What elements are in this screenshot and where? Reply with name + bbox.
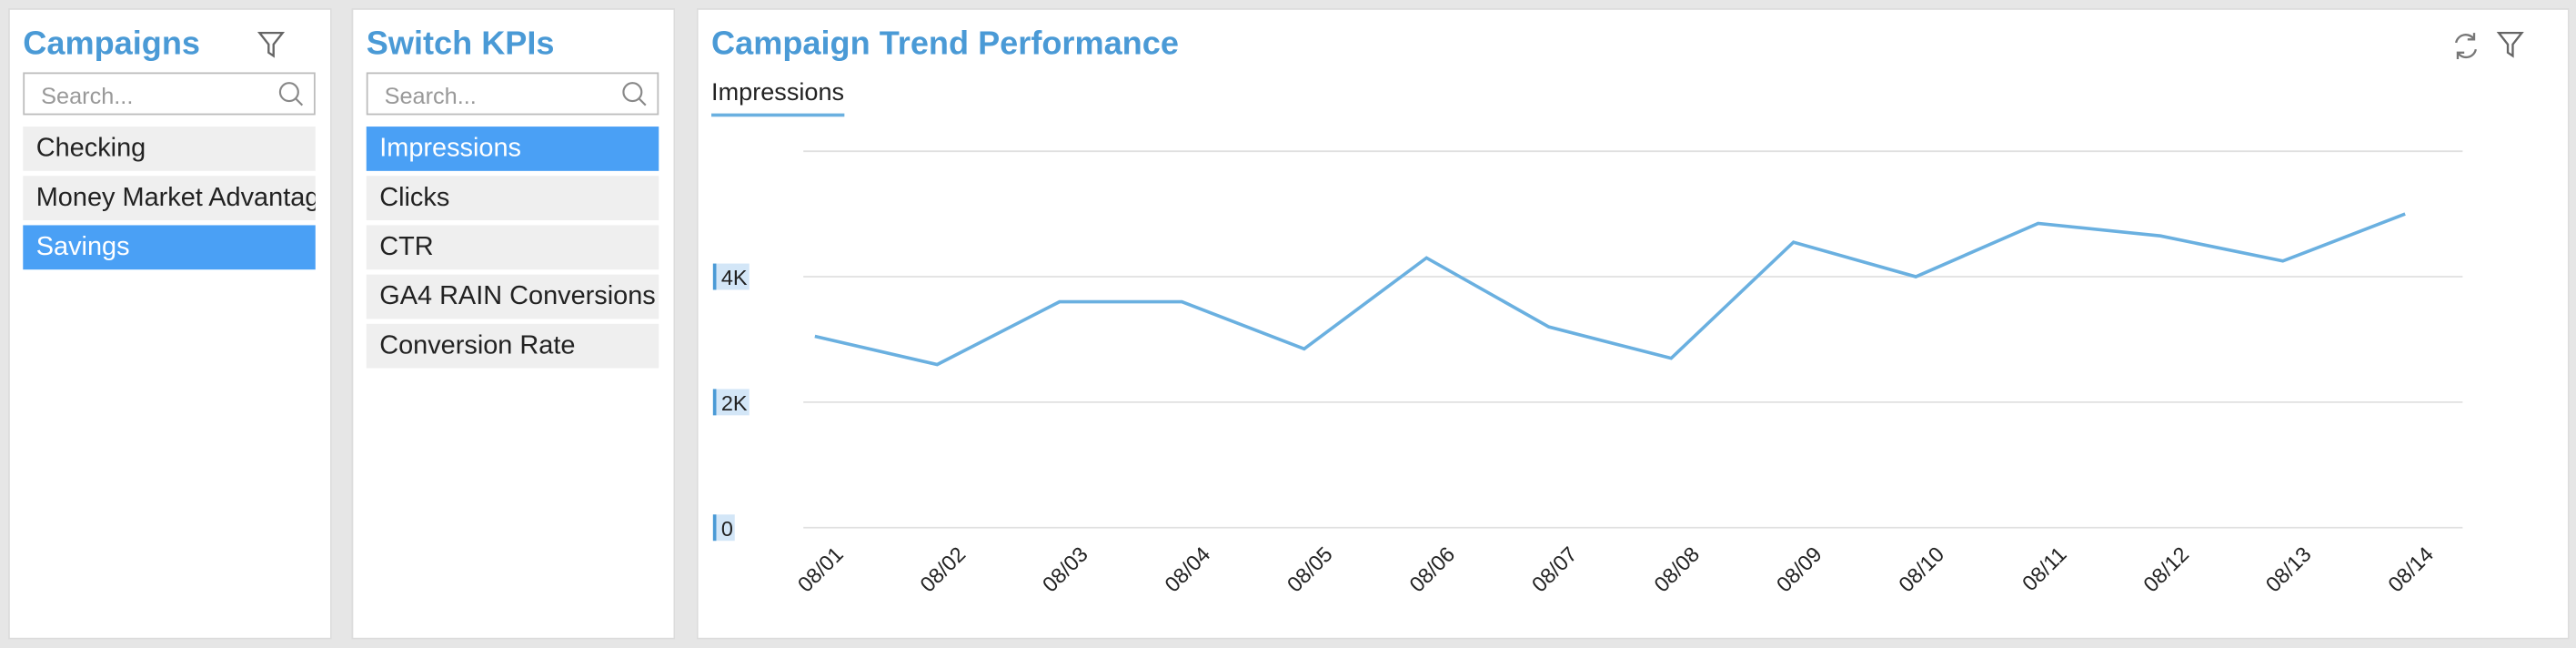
y-tick-label: 2K xyxy=(721,391,748,415)
x-tick-label: 08/03 xyxy=(1038,542,1092,597)
y-tick-label-bg xyxy=(712,514,735,542)
x-tick-label: 08/14 xyxy=(2383,542,2438,597)
x-tick-label: 08/08 xyxy=(1649,542,1704,597)
campaigns-panel: Campaigns Search... Checking Money Market… xyxy=(8,8,332,640)
x-tick-label: 08/02 xyxy=(915,542,970,597)
campaign-item[interactable]: Savings xyxy=(23,225,316,270)
kpi-item[interactable]: Impressions xyxy=(366,127,659,171)
kpi-item[interactable]: Conversion Rate xyxy=(366,323,659,369)
search-icon xyxy=(622,82,647,106)
chart: 0 2K 4K 08/01 08/02 08/03 08/04 08/05 08/06 08/07… xyxy=(712,150,2463,597)
y-tick-label-bg xyxy=(712,389,750,416)
data-line xyxy=(814,212,2406,367)
x-tick-label: 08/07 xyxy=(1527,542,1582,597)
x-tick-label: 08/04 xyxy=(1160,542,1214,597)
campaign-item[interactable]: Checking xyxy=(23,127,316,171)
x-tick-label: 08/09 xyxy=(1772,542,1826,597)
x-tick-label: 08/06 xyxy=(1404,542,1459,597)
kpi-list: Impressions Clicks CTR GA4 RAIN Conversions… xyxy=(366,127,659,373)
search-placeholder: Search... xyxy=(41,82,134,109)
y-tick-label: 0 xyxy=(721,517,733,541)
panel-title: Switch KPIs xyxy=(366,25,555,63)
y-tick-label-bar xyxy=(712,389,717,416)
kpi-item[interactable]: GA4 RAIN Conversions xyxy=(366,274,659,319)
y-tick-label-bg xyxy=(712,263,750,290)
refresh-icon[interactable] xyxy=(2450,30,2482,63)
filter-icon[interactable] xyxy=(257,30,287,60)
chart-title: Campaign Trend Performance xyxy=(711,25,1179,63)
kpi-item[interactable]: Clicks xyxy=(366,176,659,221)
x-tick-label: 08/11 xyxy=(2018,542,2071,596)
x-tick-label: 08/05 xyxy=(1283,542,1337,597)
search-placeholder: Search... xyxy=(384,82,477,109)
y-tick-label-bar xyxy=(712,514,717,542)
kpi-panel: Switch KPIs Search... Impressions Clicks C… xyxy=(351,8,676,640)
campaign-list: Checking Money Market Advantag Savings xyxy=(23,127,316,275)
kpi-item[interactable]: CTR xyxy=(366,225,659,270)
panel-title: Campaigns xyxy=(23,25,201,63)
filter-icon[interactable] xyxy=(2495,30,2525,60)
x-tick-label: 08/12 xyxy=(2138,542,2193,597)
x-tick-label: 08/10 xyxy=(1894,542,1948,597)
search-box[interactable]: Search... xyxy=(366,72,659,116)
y-tick-label: 4K xyxy=(721,266,748,289)
x-tick-label: 08/13 xyxy=(2261,542,2316,597)
search-icon xyxy=(278,82,304,106)
chart-panel: Campaign Trend Performance Impressions 0… xyxy=(696,8,2570,640)
campaign-item[interactable]: Money Market Advantag xyxy=(23,176,316,221)
chart-tab[interactable]: Impressions xyxy=(711,79,845,117)
y-tick-label-bar xyxy=(712,263,717,290)
search-box[interactable]: Search... xyxy=(23,72,316,116)
x-tick-label: 08/01 xyxy=(793,542,848,597)
